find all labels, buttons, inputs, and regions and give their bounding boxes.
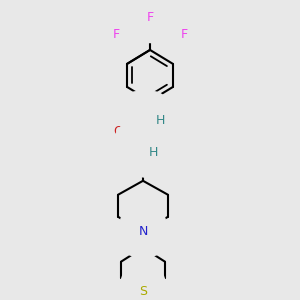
Text: N: N: [140, 110, 150, 122]
Text: F: F: [146, 11, 154, 25]
Text: N: N: [133, 141, 143, 154]
Text: N: N: [138, 225, 148, 238]
Text: H: H: [148, 146, 158, 159]
Text: S: S: [139, 285, 147, 298]
Text: O: O: [113, 125, 123, 138]
Text: H: H: [155, 114, 165, 128]
Text: F: F: [112, 28, 120, 41]
Text: F: F: [180, 28, 188, 41]
